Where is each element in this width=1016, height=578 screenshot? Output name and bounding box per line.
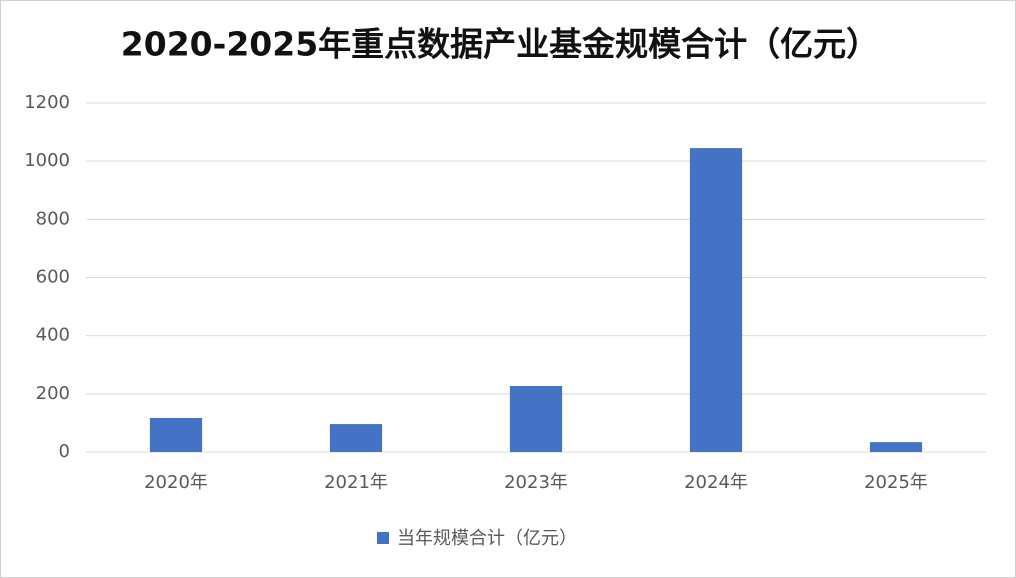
y-tick-label: 800	[36, 208, 70, 229]
chart-title: 2020-2025年重点数据产业基金规模合计（亿元）	[121, 25, 879, 64]
x-tick-label: 2023年	[504, 472, 568, 493]
x-tick-label: 2025年	[864, 472, 928, 493]
bar	[509, 385, 563, 452]
legend-swatch	[377, 532, 389, 544]
y-tick-label: 600	[36, 267, 70, 288]
bar	[869, 442, 923, 452]
y-tick-label: 200	[36, 383, 70, 404]
bar	[329, 424, 383, 452]
y-tick-label: 0	[59, 441, 70, 462]
x-tick-label: 2024年	[684, 472, 748, 493]
bar	[149, 417, 203, 452]
bar	[689, 148, 743, 452]
x-tick-label: 2021年	[324, 472, 388, 493]
y-tick-label: 1000	[24, 150, 70, 171]
x-tick-label: 2020年	[144, 472, 208, 493]
y-tick-label: 1200	[24, 92, 70, 113]
y-tick-label: 400	[36, 325, 70, 346]
legend-label: 当年规模合计（亿元）	[397, 528, 577, 549]
